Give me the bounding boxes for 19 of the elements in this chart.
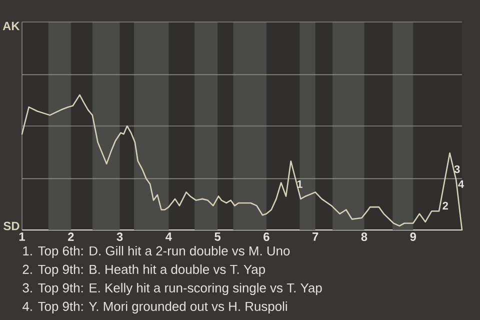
x-tick-label: 7 xyxy=(312,232,318,241)
text: 3. Top 9th: E. Kelly hit a run-scoring single vs T. Yap xyxy=(22,282,322,296)
x-tick-label: 6 xyxy=(264,232,270,241)
x-tick-label: 3 xyxy=(116,232,123,242)
text: 4. Top 9th: Y. Mori grounded out vs H. Ruspoli xyxy=(22,301,287,314)
text: 2. Top 9th: B. Heath hit a double vs T. Yap xyxy=(22,264,265,277)
x-tick-label: 9 xyxy=(410,232,416,241)
x-tick-label: 4 xyxy=(166,232,172,241)
text: AK xyxy=(2,22,20,30)
text: 1. Top 6th: D. Gill hit a 2-run double vs M. Uno xyxy=(23,246,290,258)
text: SD xyxy=(4,222,20,230)
annotation: 3 xyxy=(454,165,460,174)
x-tick-label: 2 xyxy=(68,232,74,241)
x-tick-label: 8 xyxy=(361,232,368,241)
annotation: 1 xyxy=(297,180,302,188)
x-tick-label: 1 xyxy=(19,232,25,241)
annotation: 2 xyxy=(442,202,448,210)
x-tick-label: 5 xyxy=(214,232,221,241)
annotation: 4 xyxy=(458,180,464,188)
